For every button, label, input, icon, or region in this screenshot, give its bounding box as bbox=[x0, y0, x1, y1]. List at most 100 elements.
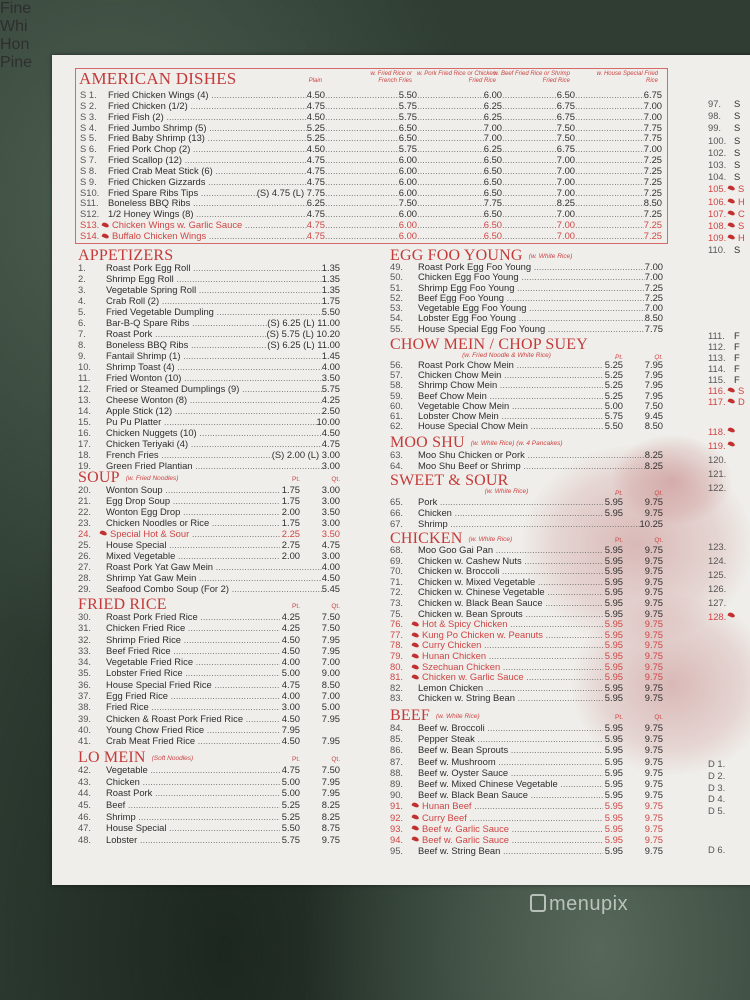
item-number: S 2. bbox=[80, 99, 97, 111]
fried-rice-section: FRIED RICE Pt. Qt. 30. Roast Pork Fried Rice… bbox=[78, 597, 340, 747]
price-column-4: 7.00 bbox=[502, 208, 575, 220]
item-name: House Special Fried Rice bbox=[106, 679, 280, 690]
price-column-3: 6.50 bbox=[417, 165, 502, 177]
price-column-5: 7.25 bbox=[575, 219, 662, 231]
partial-item: D 4. bbox=[708, 793, 734, 805]
item-name: Moo Shu Chicken or Pork bbox=[418, 449, 645, 460]
partial-item: 122. bbox=[708, 481, 738, 495]
price-column-4: 7.00 bbox=[502, 176, 575, 188]
price-quart: 9.75 bbox=[644, 660, 663, 672]
price-pint: 5.25 bbox=[604, 359, 623, 370]
moo-shu-section: MOO SHU (w. White Rice) (w. 4 Pancakes) 63… bbox=[390, 435, 663, 472]
price-pint: 4.75 bbox=[281, 764, 300, 775]
menu-item: 62. House Special Chow Mein5.50 8.50 bbox=[390, 420, 663, 431]
right-column-group: 118. 119. 120. 121. 122. bbox=[708, 425, 738, 495]
section-title: APPETIZERS bbox=[78, 247, 174, 264]
menu-item: 53. Vegetable Egg Foo Young7.00 bbox=[390, 302, 663, 313]
price-pint: 5.95 bbox=[604, 671, 623, 683]
item-name: Chicken Nuggets (10) bbox=[106, 427, 322, 438]
item-name-fragment: S bbox=[738, 220, 745, 232]
partial-item: Hon bbox=[0, 36, 30, 53]
item-number: 11. bbox=[78, 372, 91, 383]
price-quart: 3.50 bbox=[321, 506, 340, 517]
section-title: CHOW MEIN / CHOP SUEY bbox=[390, 336, 588, 353]
price-quart: 9.75 bbox=[644, 507, 663, 518]
item-number: D 5. bbox=[708, 805, 726, 816]
item-number: 80. bbox=[390, 660, 404, 672]
partial-item: Fine bbox=[0, 0, 32, 17]
price: 1.35 bbox=[321, 284, 340, 295]
section-header: AMERICAN DISHES bbox=[76, 69, 667, 88]
item-number: 35. bbox=[78, 667, 92, 679]
item-number: D 2. bbox=[708, 769, 726, 781]
item-name-fragment: S bbox=[734, 159, 741, 171]
item-name: Pu Pu Platter bbox=[106, 416, 317, 427]
item-name-fragment: F bbox=[734, 374, 740, 385]
item-number: 85. bbox=[390, 733, 404, 745]
item-number: 76. bbox=[390, 618, 404, 630]
item-name: House Special Egg Foo Young bbox=[418, 324, 645, 334]
item-number: 126. bbox=[708, 583, 727, 594]
menu-item: 84. Beef w. Broccoli5.95 9.75 bbox=[390, 722, 663, 733]
item-name-fragment: F bbox=[734, 363, 740, 374]
partial-item: 98. S bbox=[708, 110, 745, 122]
price: 2.50 bbox=[321, 405, 340, 416]
item-name: Fried Chicken Gizzards bbox=[108, 177, 307, 188]
menu-item: 9. Fantail Shrimp (1)1.45 bbox=[78, 350, 340, 361]
item-name: Fantail Shrimp (1) bbox=[106, 350, 322, 361]
menu-item: S 8. Fried Crab Meat Stick (6)4.756.006.5… bbox=[80, 164, 662, 177]
price-column-4: 7.50 bbox=[502, 122, 575, 134]
item-number: 28. bbox=[78, 572, 92, 583]
price-quart: 7.95 bbox=[321, 735, 340, 747]
price-pint: 5.95 bbox=[604, 766, 623, 778]
item-name-fragment: S bbox=[734, 110, 741, 122]
menu-item: 7. Roast Pork(S) 5.75 (L) 10.20 bbox=[78, 328, 340, 339]
item-number: 106. bbox=[708, 195, 727, 207]
menu-item: 50. Chicken Egg Foo Young7.00 bbox=[390, 271, 663, 282]
item-name: Pepper Steak bbox=[418, 733, 603, 744]
pint-label: Pt. bbox=[615, 354, 623, 361]
menu-item: 1. Roast Pork Egg Roll1.35 bbox=[78, 262, 340, 273]
price-column-5: 6.75 bbox=[575, 89, 662, 101]
item-number: S 8. bbox=[80, 164, 97, 176]
item-number: 37. bbox=[78, 690, 92, 702]
item-name: Beef Egg Foo Young bbox=[418, 293, 645, 303]
menu-item: S10. Fried Spare Ribs Tips(S) 4.75 (L) 7.… bbox=[80, 187, 662, 199]
section-note: (w. Fried Noodles) bbox=[125, 475, 179, 482]
pint-label: Pt. bbox=[615, 714, 623, 721]
menu-item: S14. Buffalo Chicken Wings4.756.006.507.0… bbox=[80, 230, 662, 242]
menu-item: 35. Lobster Fried Rice5.00 9.00 bbox=[78, 667, 340, 678]
item-number: D 6. bbox=[708, 844, 726, 855]
menu-item: 71. Chicken w. Mixed Vegetable5.95 9.75 bbox=[390, 576, 663, 588]
item-name: Shrimp Toast (4) bbox=[106, 361, 322, 372]
price-column-3: 6.50 bbox=[417, 187, 502, 199]
item-name: Egg Drop Soup bbox=[106, 495, 280, 506]
item-name: Chicken bbox=[418, 507, 603, 518]
section-title: EGG FOO YOUNG bbox=[390, 247, 523, 264]
price-pint: 1.75 bbox=[281, 484, 300, 495]
item-name: Chicken Noodles or Rice bbox=[106, 517, 280, 528]
item-number: 57. bbox=[390, 369, 404, 381]
item-number: 22. bbox=[78, 506, 92, 517]
item-name: Chicken bbox=[106, 776, 280, 788]
item-number: 90. bbox=[390, 789, 404, 801]
price-column-5: 7.25 bbox=[575, 154, 662, 166]
menu-item: 56. Roast Pork Chow Mein5.25 7.95 bbox=[390, 359, 663, 370]
menu-item: 11. Fried Wonton (10)3.50 bbox=[78, 372, 340, 383]
item-name: Roast Pork bbox=[106, 328, 267, 339]
item-name: Wonton Egg Drop bbox=[106, 506, 280, 517]
price-pint: 4.50 bbox=[281, 644, 300, 656]
partial-item: 114. F bbox=[708, 363, 745, 374]
price: 1.35 bbox=[321, 262, 340, 273]
price: 8.50 bbox=[644, 312, 663, 324]
price-pint: 5.95 bbox=[604, 681, 623, 693]
menu-item: 79. Hunan Chicken5.95 9.75 bbox=[390, 650, 663, 662]
price-pint: 5.95 bbox=[604, 789, 623, 801]
item-number: D 3. bbox=[708, 781, 726, 793]
menu-item: 72. Chicken w. Chinese Vegetable5.95 9.75 bbox=[390, 587, 663, 598]
item-number: 78. bbox=[390, 639, 404, 651]
section-title: LO MEIN bbox=[78, 749, 146, 766]
price-column-4: 7.00 bbox=[502, 165, 575, 177]
price: (S) 6.25 (L) 11.00 bbox=[267, 317, 340, 328]
price-column-4: 6.50 bbox=[502, 89, 575, 101]
